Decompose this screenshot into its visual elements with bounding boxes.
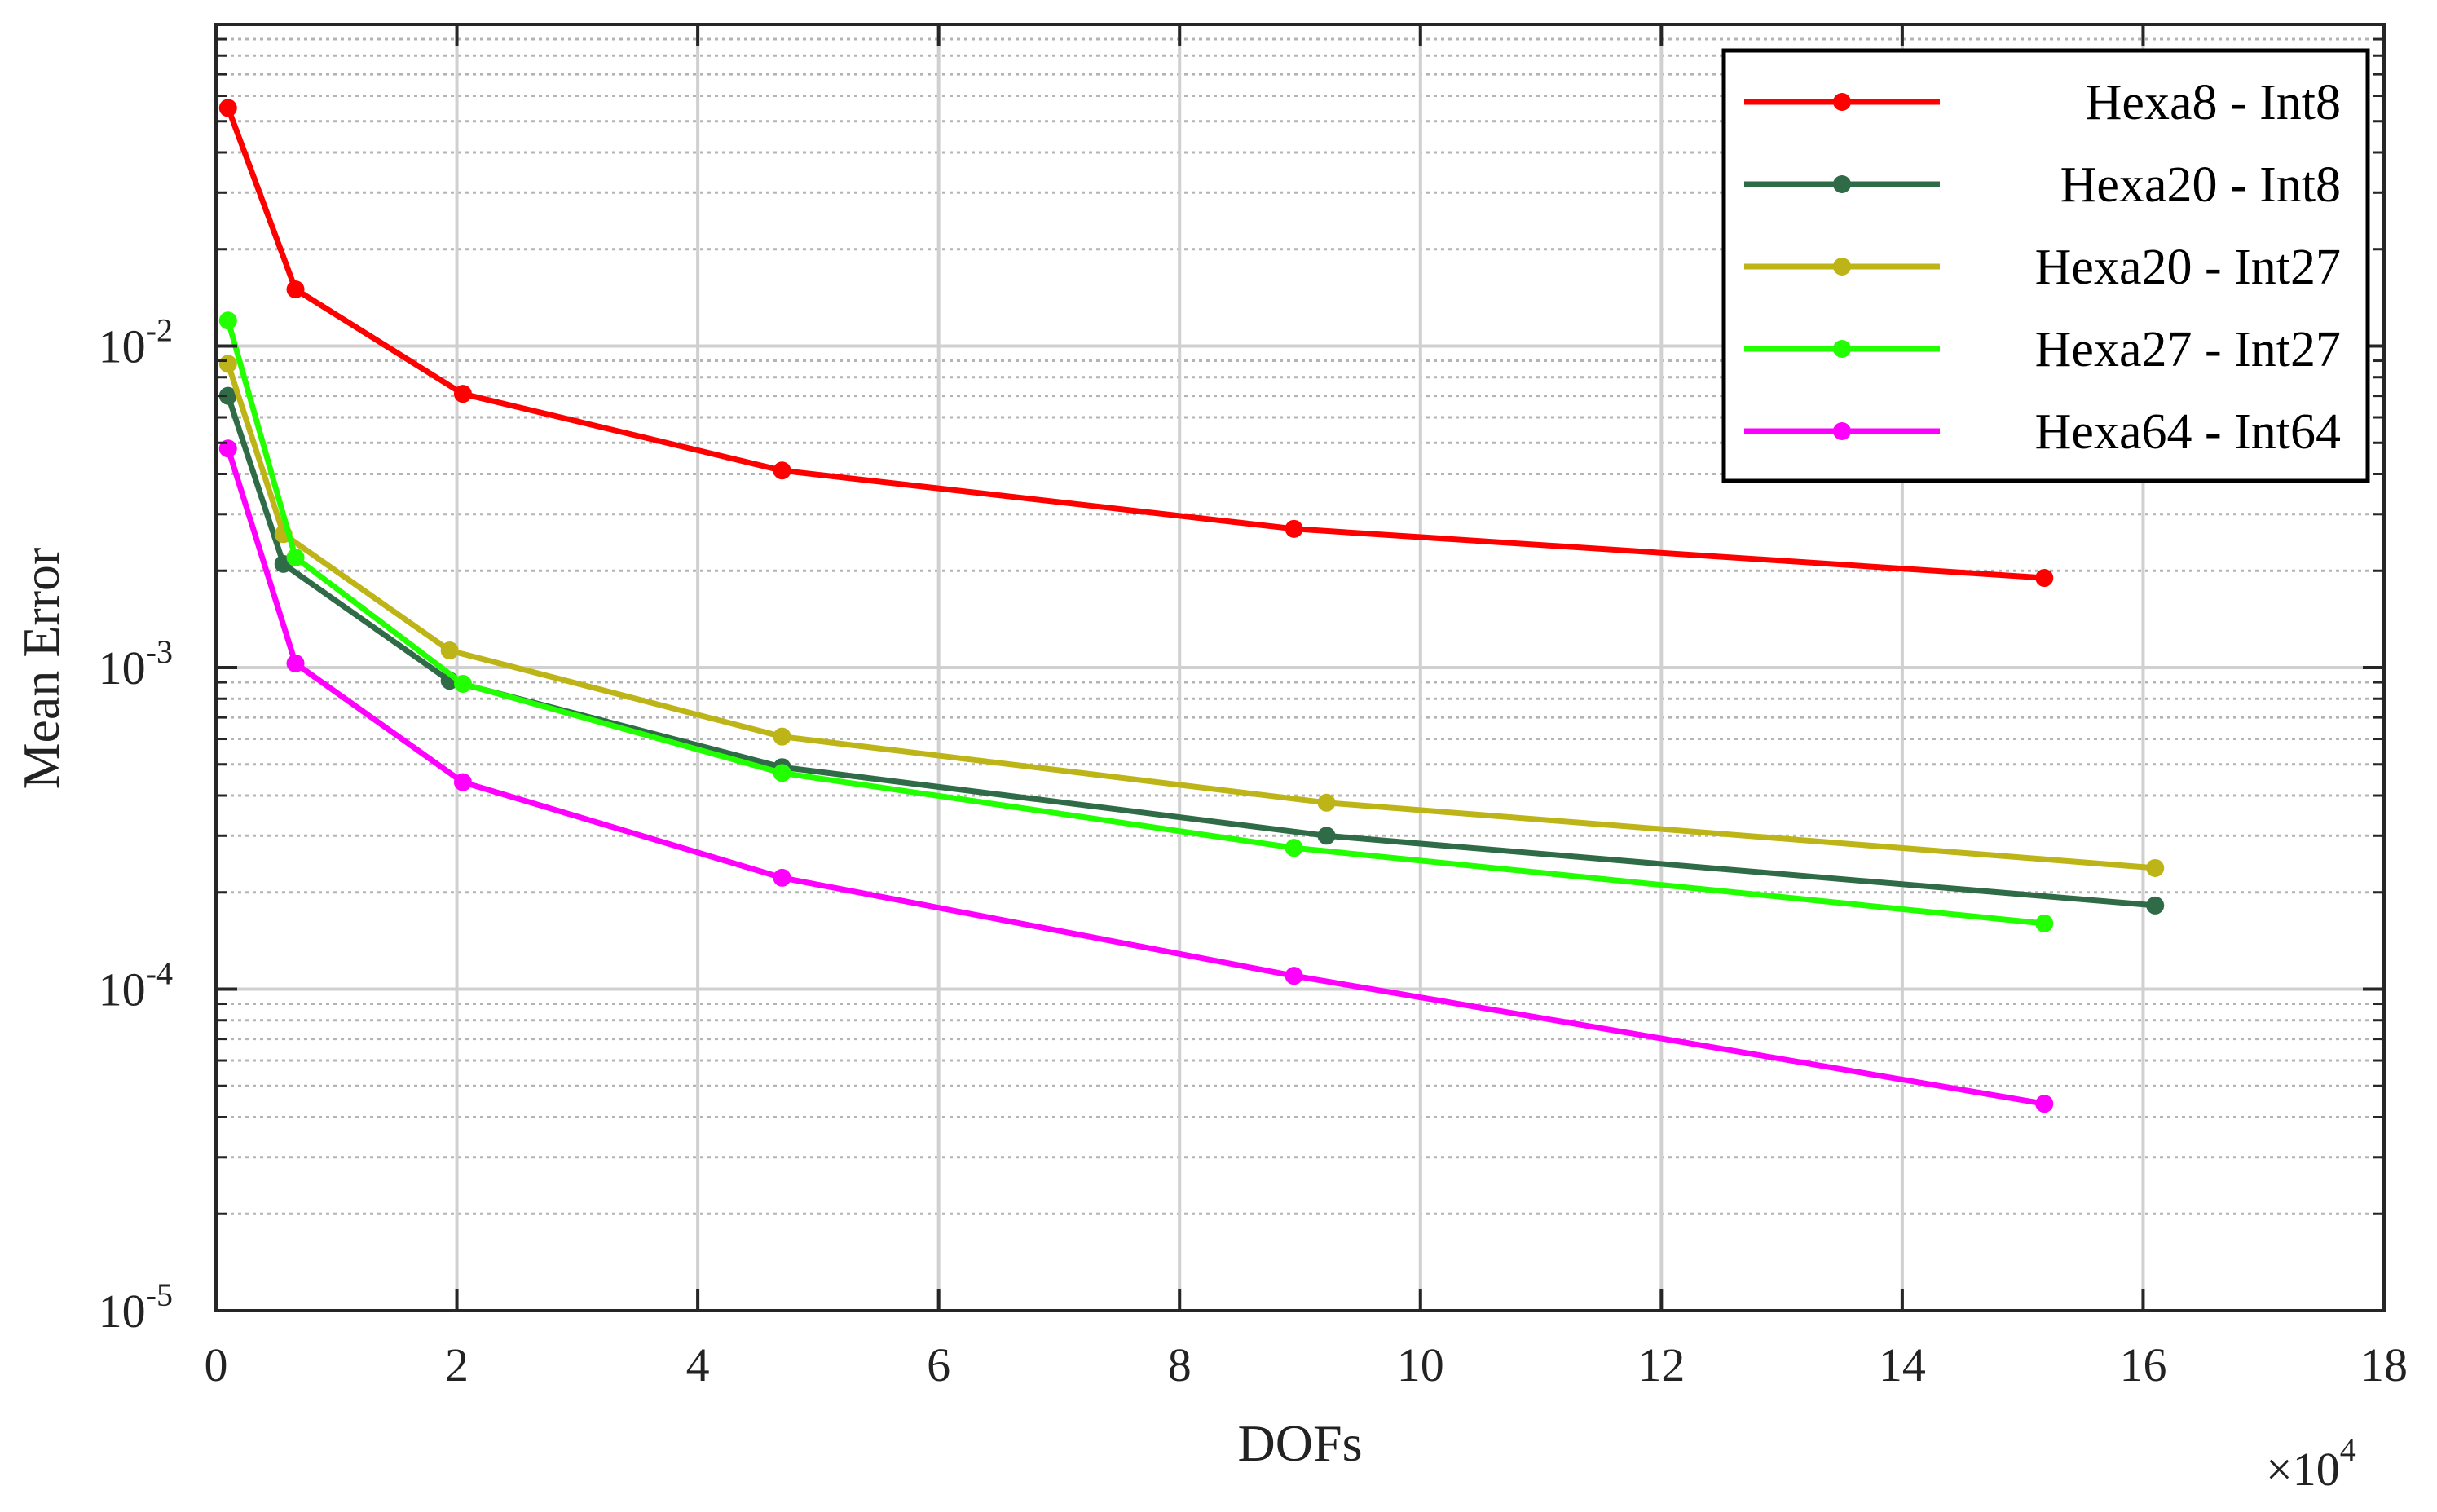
x-tick-label: 10 [1397,1338,1444,1391]
x-tick-label: 12 [1637,1338,1685,1391]
series-line [225,363,2156,871]
series-4 [218,311,2054,932]
data-point [2146,896,2165,915]
legend-entry: Hexa8 - Int8 [1744,75,2341,130]
data-point [2035,1095,2054,1113]
y-tick-label: 10-3 [99,633,173,694]
legend-label: Hexa27 - Int27 [2035,322,2341,377]
y-axis-title: Mean Error [12,548,70,790]
data-point [1317,827,1336,845]
x-tick-label: 18 [2360,1338,2408,1391]
data-point [440,641,459,660]
legend-marker [1833,422,1851,440]
x-multiplier: ×104 [2266,1431,2356,1496]
data-point [453,773,472,791]
y-tick-label: 10-5 [99,1276,173,1338]
data-point [2035,569,2054,588]
data-point [1285,519,1303,538]
data-point [453,674,472,693]
legend: Hexa8 - Int8 Hexa20 - Int8 Hexa20 - Int27 H… [1721,48,2370,483]
series-5 [218,439,2054,1113]
x-axis-title: DOFs [1238,1414,1363,1472]
legend-label: Hexa20 - Int27 [2035,240,2341,295]
data-point [218,355,237,373]
x-tick-label: 4 [686,1338,710,1391]
legend-marker [1833,258,1851,276]
series-line [225,107,2045,581]
data-point [1317,793,1336,812]
legend-entry: Hexa20 - Int27 [1744,240,2341,295]
x-tick-label: 0 [205,1338,228,1391]
data-point [773,764,791,782]
legend-label: Hexa20 - Int8 [2060,157,2341,213]
legend-marker [1833,93,1851,111]
axis-ticks [214,24,2386,1312]
series-line [225,320,2045,927]
y-tick-label: 10-4 [99,955,173,1016]
x-tick-label: 14 [1879,1338,1926,1391]
x-tick-label: 16 [2119,1338,2166,1391]
series-3 [218,355,2165,877]
y-tick-label: 10-2 [99,312,173,373]
x-tick-label: 6 [927,1338,950,1391]
legend-entry: Hexa64 - Int64 [1744,404,2341,460]
data-point [2035,914,2054,932]
data-point [1285,967,1303,985]
y-tick-labels: 10-5 10-4 10-3 10-2 [99,312,173,1338]
legend-label: Hexa64 - Int64 [2035,404,2341,460]
legend-marker [1833,340,1851,358]
x-tick-labels: 0 2 4 6 8 10 12 14 16 18 [205,1338,2408,1391]
data-point [773,868,791,887]
legend-label: Hexa8 - Int8 [2086,75,2341,130]
data-point [2146,858,2165,877]
data-point [286,654,305,672]
data-point [218,99,237,117]
series-layer [218,99,2165,1113]
series-1 [218,99,2054,588]
x-tick-label: 8 [1168,1338,1192,1391]
data-point [453,385,472,403]
data-point [218,386,237,405]
legend-entry: Hexa27 - Int27 [1744,322,2341,377]
legend-entry: Hexa20 - Int8 [1744,157,2341,213]
data-point [218,311,237,330]
legend-marker [1833,175,1851,193]
series-line [225,447,2045,1107]
data-point [286,280,305,299]
x-tick-label: 2 [445,1338,469,1391]
data-point [773,461,791,480]
data-point [773,727,791,746]
data-point [1285,839,1303,857]
data-point [286,548,305,566]
